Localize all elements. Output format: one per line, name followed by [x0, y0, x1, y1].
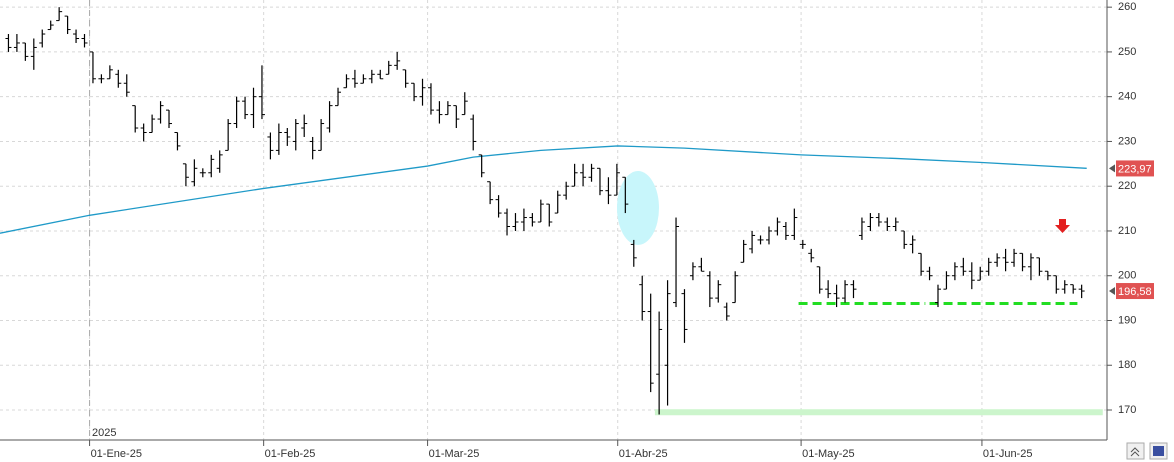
x-tick-label: 01-May-25 [802, 448, 855, 460]
x-tick-label: 01-Jun-25 [983, 448, 1033, 460]
x-tick-label: 01-Ene-25 [91, 448, 142, 460]
x-tick-label: 01-Mar-25 [429, 448, 480, 460]
price-label: 196,58 [1118, 286, 1152, 298]
x-tick-label: 01-Feb-25 [265, 448, 316, 460]
year-label: 2025 [92, 427, 116, 439]
floor-band [654, 409, 1103, 416]
y-tick-label: 180 [1118, 359, 1136, 371]
price-pointer [1109, 164, 1115, 173]
y-tick-label: 210 [1118, 225, 1136, 237]
y-tick-label: 240 [1118, 91, 1136, 103]
y-tick-label: 200 [1118, 270, 1136, 282]
x-tick-label: 01-Abr-25 [619, 448, 668, 460]
y-tick-label: 220 [1118, 180, 1136, 192]
price-label-box [1116, 160, 1154, 177]
zoom-icon [1130, 447, 1140, 457]
price-label: 223,97 [1118, 163, 1152, 175]
y-tick-label: 260 [1118, 1, 1136, 13]
moving-average [0, 145, 1087, 234]
down-arrow [1055, 219, 1070, 233]
zoom-button[interactable] [1126, 442, 1145, 460]
price-label-box [1116, 283, 1154, 300]
y-tick-label: 190 [1118, 314, 1136, 326]
y-tick-label: 250 [1118, 46, 1136, 58]
highlight-ellipse [617, 171, 659, 245]
y-tick-label: 230 [1118, 135, 1136, 147]
y-tick-label: 170 [1118, 404, 1136, 416]
save-icon [1153, 446, 1164, 456]
price-pointer [1109, 287, 1115, 296]
